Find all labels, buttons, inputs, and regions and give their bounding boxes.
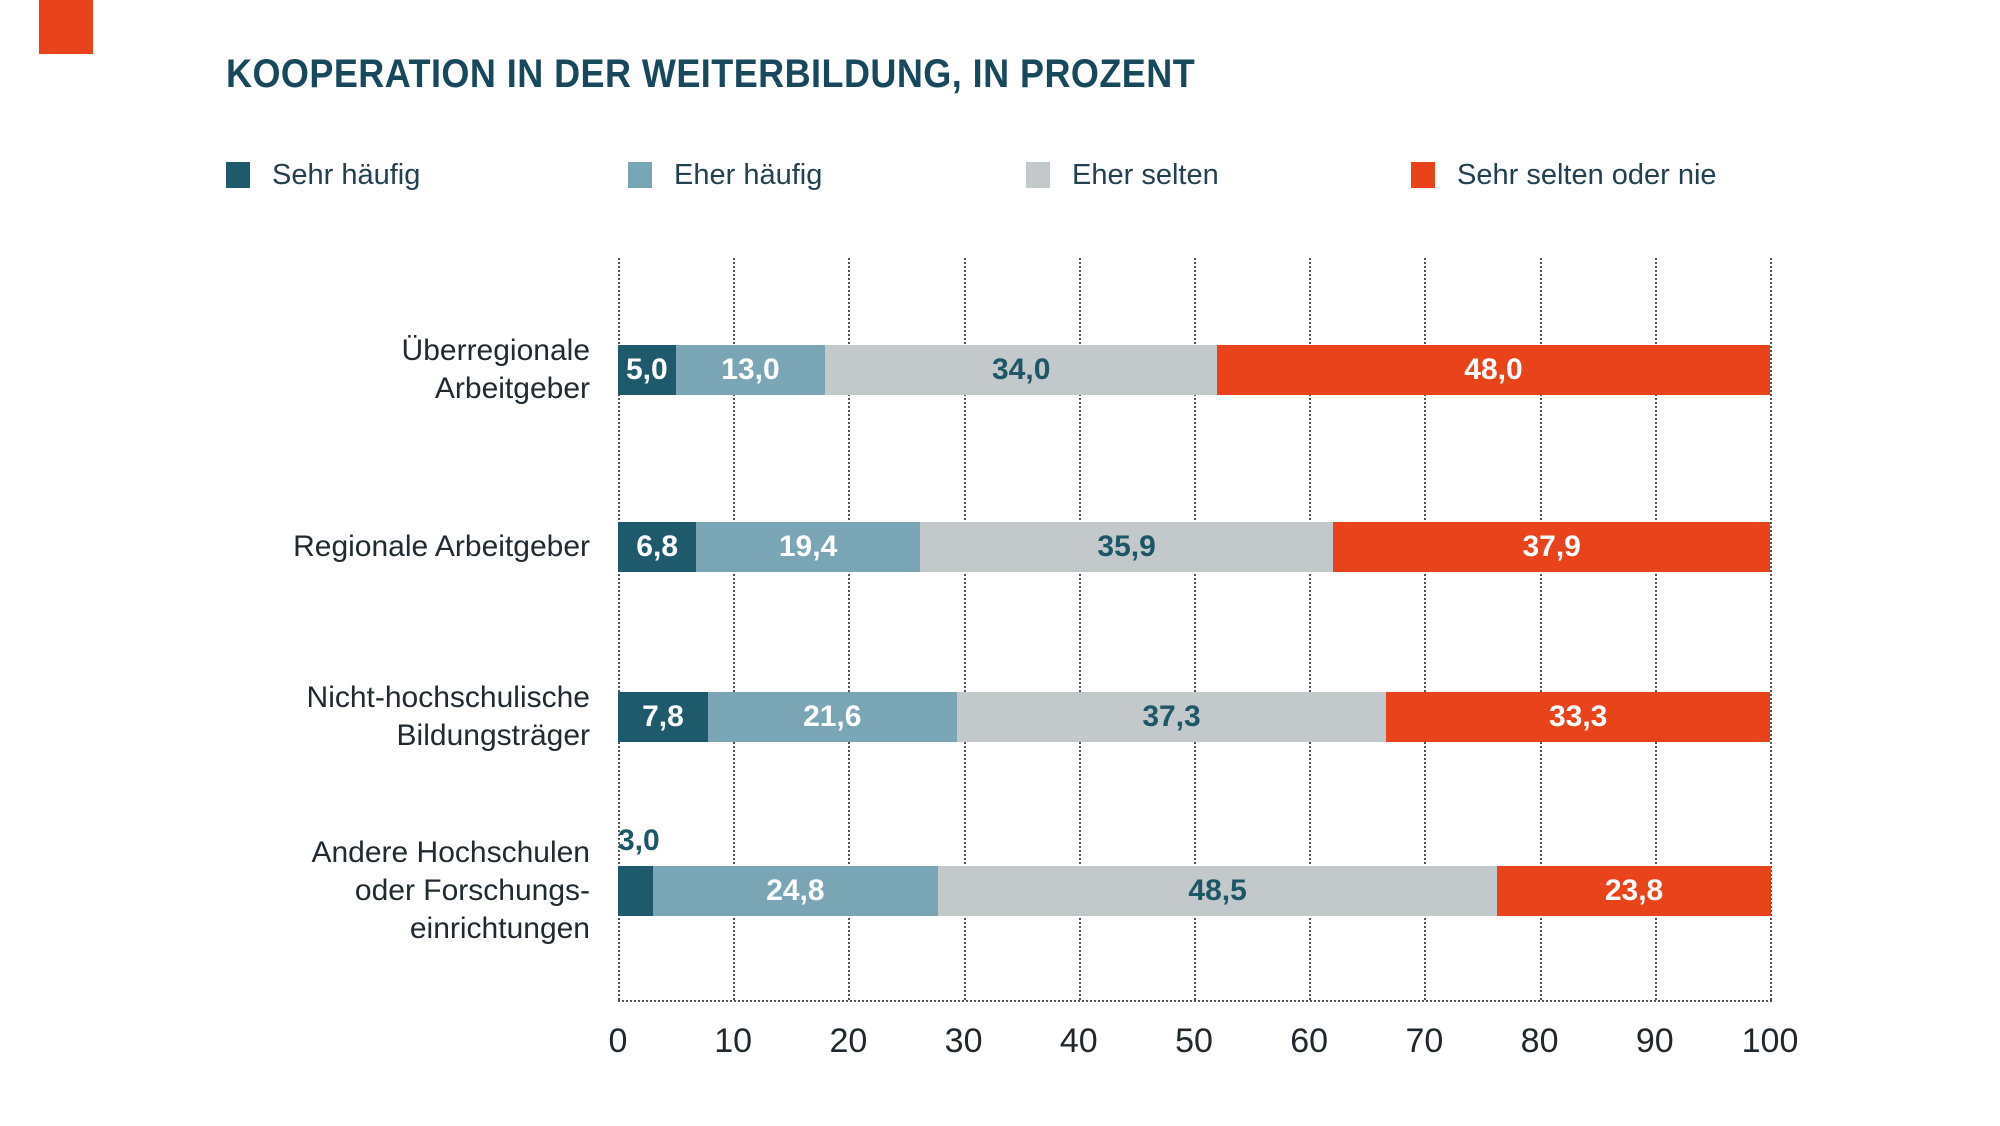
- category-label-line: Überregionale: [401, 334, 590, 367]
- segment-value-label: 23,8: [1604, 874, 1664, 907]
- segment-value-label: 7,8: [642, 700, 684, 733]
- legend-label: Sehr häufig: [272, 158, 421, 191]
- axis-tick-label: 70: [1405, 1022, 1444, 1060]
- segment-value-label: 34,0: [991, 353, 1051, 386]
- gridline-60: [1309, 258, 1312, 1000]
- bar-segment: 7,8: [618, 692, 708, 742]
- category-label-line: Arbeitgeber: [434, 372, 590, 405]
- axis-tick-label: 50: [1175, 1022, 1213, 1060]
- segment-value-label: 3,0: [618, 824, 660, 857]
- legend-item-4: Sehr selten oder nie: [1411, 158, 1717, 191]
- segment-value-label: 6,8: [636, 530, 679, 563]
- gridline-40: [1078, 258, 1081, 1000]
- gridline-80: [1539, 258, 1542, 1000]
- legend-item-1: Sehr häufig: [226, 158, 421, 191]
- chart-title: KOOPERATION IN DER WEITERBILDUNG, IN PRO…: [226, 52, 1196, 96]
- segment-value-label: 19,4: [778, 530, 838, 563]
- axis-tick-label: 100: [1741, 1022, 1799, 1060]
- category-label-line: Andere Hochschulen: [311, 836, 590, 869]
- bar-segment: 23,8: [1496, 866, 1772, 916]
- segment-value-label: 5,0: [625, 353, 668, 386]
- gridline-100: [1770, 258, 1772, 1000]
- bar-row: 6,8 19,4 35,9 37,9: [618, 522, 1770, 572]
- category-label: Andere Hochschulen oder Forschungs-einric…: [100, 834, 590, 948]
- legend-swatch-icon: [628, 162, 652, 188]
- category-label-line: Regionale Arbeitgeber: [293, 530, 590, 563]
- category-label: Nicht-hochschulische Bildungsträger: [100, 679, 590, 755]
- corner-accent-square: [39, 0, 93, 54]
- category-label-line: einrichtungen: [409, 912, 590, 945]
- gridline-90: [1654, 258, 1657, 1000]
- segment-value-label: 37,3: [1142, 700, 1201, 733]
- bar-segment: 33,3: [1386, 692, 1770, 742]
- legend-label: Eher häufig: [674, 158, 823, 191]
- segment-value-label: 48,5: [1188, 874, 1247, 907]
- legend-swatch-icon: [226, 162, 250, 188]
- axis-tick-label: 20: [829, 1022, 868, 1060]
- bar-segment: 21,6: [707, 692, 957, 742]
- axis-tick-label: 0: [608, 1022, 628, 1060]
- axis-tick-label: 90: [1635, 1022, 1674, 1060]
- bar-row: 5,0 13,0 34,0 48,0: [618, 345, 1770, 395]
- segment-value-label: 48,0: [1464, 353, 1523, 386]
- segment-value-label: 21,6: [803, 700, 862, 733]
- gridline-30: [963, 258, 966, 1000]
- category-label-line: Bildungsträger: [396, 719, 590, 752]
- category-label-line: Nicht-hochschulische: [306, 681, 590, 714]
- bar-segment: [618, 866, 653, 916]
- bar-segment: 37,9: [1333, 522, 1770, 572]
- axis-tick-label: 40: [1059, 1022, 1098, 1060]
- bar-segment: 48,0: [1217, 345, 1770, 395]
- legend: Sehr häufig Eher häufig Eher selten Sehr se…: [0, 158, 2000, 194]
- category-label-line: oder Forschungs-: [354, 874, 590, 907]
- segment-value-label: 35,9: [1097, 530, 1156, 563]
- category-label: Regionale Arbeitgeber: [100, 528, 590, 566]
- bar-segment: 24,8: [652, 866, 939, 916]
- bar-segment: 6,8: [618, 522, 697, 572]
- axis-tick-label: 10: [714, 1022, 753, 1060]
- segment-value-label: 13,0: [721, 353, 780, 386]
- gridline-0: [618, 258, 620, 1000]
- bar-segment: 48,5: [938, 866, 1497, 916]
- segment-value-label: 24,8: [766, 874, 825, 907]
- segment-value-label: 37,9: [1522, 530, 1581, 563]
- gridline-50: [1194, 258, 1196, 1000]
- gridline-10: [733, 258, 736, 1000]
- legend-item-3: Eher selten: [1026, 158, 1219, 191]
- axis-tick-label: 60: [1290, 1022, 1329, 1060]
- bar-segment: 5,0: [618, 345, 676, 395]
- bar-segment: 34,0: [825, 345, 1218, 395]
- legend-label: Sehr selten oder nie: [1457, 158, 1717, 191]
- category-label: Überregionale Arbeitgeber: [100, 332, 590, 408]
- bar-segment: 19,4: [696, 522, 920, 572]
- gridline-70: [1424, 258, 1427, 1000]
- legend-swatch-icon: [1026, 162, 1050, 188]
- bar-segment: 35,9: [919, 522, 1334, 572]
- bar-segment: 13,0: [675, 345, 826, 395]
- gridline-20: [848, 258, 851, 1000]
- axis-baseline: [618, 1000, 1772, 1002]
- segment-value-label: 33,3: [1548, 700, 1608, 733]
- bar-row: 7,8 21,6 37,3 33,3: [618, 692, 1770, 742]
- axis-tick-label: 30: [944, 1022, 983, 1060]
- legend-swatch-icon: [1411, 162, 1435, 188]
- bar-segment: 37,3: [956, 692, 1387, 742]
- legend-label: Eher selten: [1072, 158, 1219, 191]
- bar-row: 24,8 48,5 23,8: [618, 866, 1772, 916]
- axis-tick-label: 80: [1520, 1022, 1559, 1060]
- legend-item-2: Eher häufig: [628, 158, 823, 191]
